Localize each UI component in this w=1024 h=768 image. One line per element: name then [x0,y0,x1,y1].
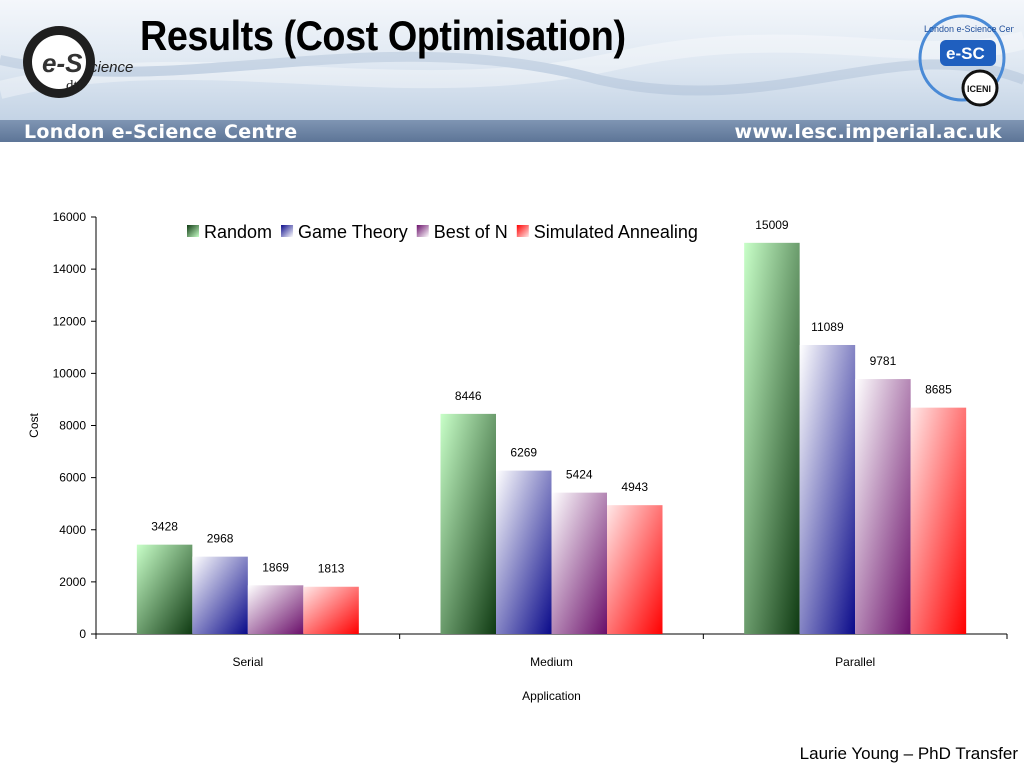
header-banner [0,0,1024,142]
y-tick-label: 8000 [59,419,86,433]
logo-right-badge: ICENI [967,84,991,94]
legend-swatch [516,225,529,237]
e-science-dti-logo: e-S cience dti [23,26,133,98]
bar-value-label: 8685 [925,383,952,397]
legend-swatch [187,225,199,237]
chart-bars [136,242,967,634]
legend-entry: Random [204,222,272,242]
bar [910,407,967,634]
bar [496,470,552,634]
lesc-logo: London e-Science Centre e-SC ICENI [918,14,1014,107]
bar [799,344,856,634]
bar [136,544,193,634]
y-tick-label: 0 [79,627,86,641]
banner-swirl-decoration [0,31,1024,99]
slide-title: Results (Cost Optimisation) [140,12,626,59]
legend-entry: Game Theory [298,222,408,242]
y-tick-label: 4000 [59,523,86,537]
bar-value-label: 5424 [566,468,593,482]
bar-value-label: 3428 [151,520,178,534]
bar-value-label: 15009 [755,218,789,232]
legend-entry: Simulated Annealing [534,222,698,242]
bar-value-label: 6269 [510,446,537,460]
bar [192,556,248,634]
x-tick-label: Parallel [835,655,875,669]
x-tick-label: Medium [530,655,573,669]
slide-footer: Laurie Young – PhD Transfer [799,744,1018,763]
bar [607,505,663,634]
y-tick-label: 10000 [53,366,87,380]
bar-value-label: 1813 [318,562,345,576]
x-tick-label: Serial [232,655,263,669]
y-tick-label: 2000 [59,575,86,589]
banner-strip [0,120,1024,142]
banner-centre-name: London e-Science Centre [24,121,298,143]
logo-right-main: e-SC [946,44,985,63]
bar [440,413,496,634]
logo-left-sub: dti [66,78,82,94]
y-tick-label: 14000 [53,262,87,276]
bar [247,585,304,634]
bar-value-label: 8446 [455,389,482,403]
bar-value-label: 4943 [621,480,648,494]
bar-value-label: 1869 [262,560,289,574]
bar [303,586,359,634]
x-axis-label: Application [522,689,581,703]
legend-entry: Best of N [434,222,508,242]
cost-bar-chart: 0 2000 4000 6000 8000 10000 12000 14000 16000 Ser… [27,210,1008,703]
y-tick-label: 12000 [53,314,87,328]
logo-right-arc: London e-Science Centre [924,24,1014,34]
banner-website-link[interactable]: www.lesc.imperial.ac.uk [734,121,1002,143]
legend-swatch [416,225,429,237]
y-tick-label: 16000 [53,210,87,224]
y-tick-label: 6000 [59,471,86,485]
legend-swatch [281,225,294,237]
bar-value-label: 2968 [207,532,234,546]
bar [855,379,911,634]
chart-data-labels: 3428 2968 1869 1813 8446 6269 5424 4943 15009 110… [151,218,952,576]
bar [551,492,607,634]
bar-value-label: 11089 [811,320,844,334]
logo-left-suffix: cience [90,59,133,76]
y-axis-label: Cost [27,413,41,438]
logo-left-main: e-S [42,48,83,78]
bar [744,242,800,634]
bar-value-label: 9781 [870,354,897,368]
chart-legend: Random Game Theory Best of N Simulated Anne… [187,222,698,242]
